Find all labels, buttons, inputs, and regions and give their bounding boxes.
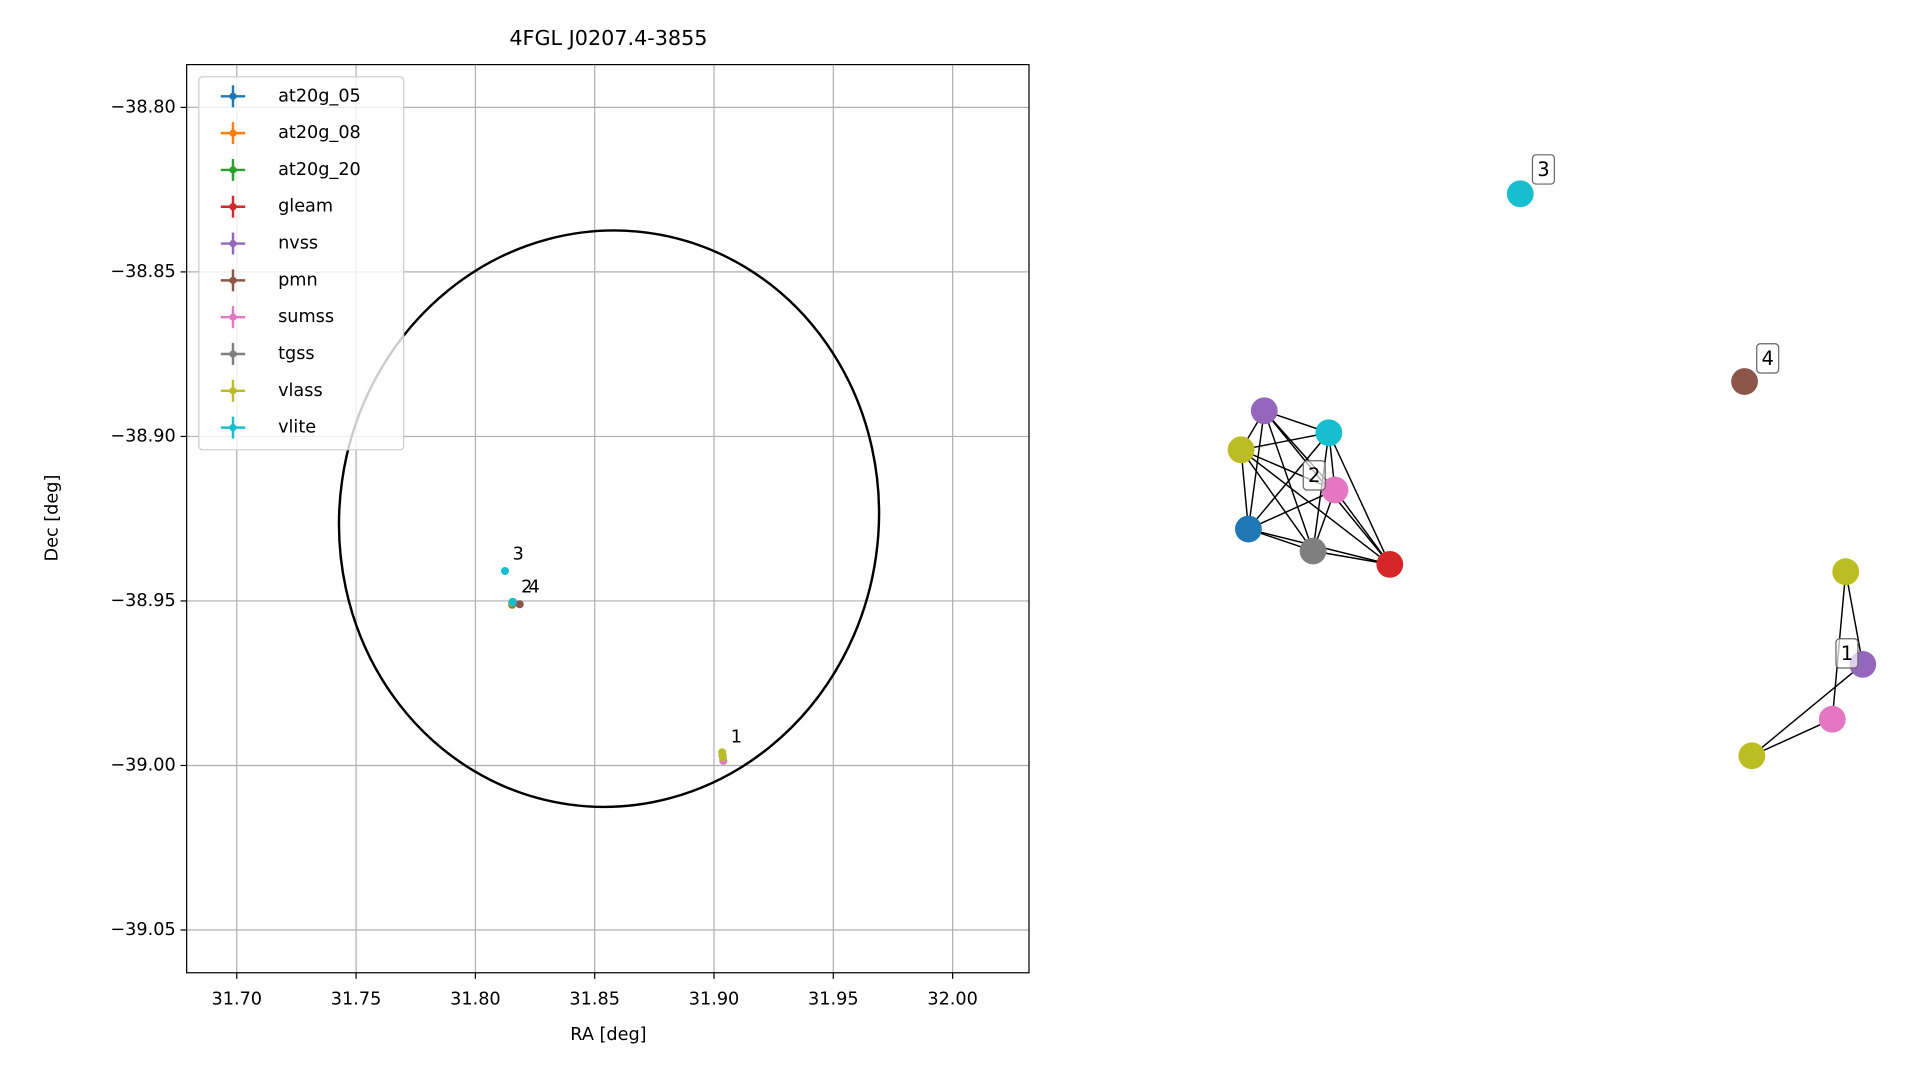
graph-label-box <box>1302 460 1326 491</box>
graph-edge <box>1334 489 1391 565</box>
legend-label: nvss <box>278 234 318 254</box>
graph-label-box <box>1756 343 1780 374</box>
graph-edge <box>1240 432 1330 451</box>
point-annotation: 2 <box>521 578 532 598</box>
graph-node <box>1738 742 1766 770</box>
graph-node <box>1315 419 1343 447</box>
graph-edge <box>1247 410 1265 530</box>
point <box>718 753 727 762</box>
x-tick-label: 31.80 <box>450 990 501 1010</box>
x-tick-label: 31.85 <box>569 990 620 1010</box>
legend-marker <box>229 129 237 137</box>
y-tick-label: −38.95 <box>110 591 175 611</box>
legend-label: gleam <box>278 197 333 217</box>
graph-node <box>1376 550 1404 578</box>
legend-marker <box>229 423 237 432</box>
point <box>508 597 517 606</box>
legend-marker <box>229 203 237 211</box>
legend-label: sumss <box>278 307 334 327</box>
graph-node <box>1235 515 1262 543</box>
graph-node <box>1818 705 1846 733</box>
graph-node <box>1250 397 1278 425</box>
point-annotation: 3 <box>513 545 524 565</box>
x-tick-label: 31.75 <box>331 990 382 1010</box>
figure-root: 4FGL J0207.4-3855 RA [deg] Dec [deg] 31.… <box>43 26 1877 1045</box>
y-tick-label: −38.90 <box>110 426 175 446</box>
graph-label-box <box>1835 638 1859 669</box>
error-ellipse <box>337 229 881 809</box>
legend-marker <box>229 239 237 248</box>
x-tick-label: 31.90 <box>689 990 740 1010</box>
legend-label: vlite <box>278 418 316 438</box>
legend-label: at20g_05 <box>278 86 361 106</box>
graph-node <box>1299 537 1327 565</box>
legend-marker <box>229 387 237 395</box>
graph-label: 2 <box>1308 464 1320 487</box>
graph-node <box>1832 558 1860 586</box>
graph-edge <box>1247 432 1330 530</box>
x-tick-label: 31.95 <box>808 990 859 1010</box>
legend-label: vlass <box>278 381 323 401</box>
legend-marker <box>229 313 237 321</box>
x-tick-label: 31.70 <box>211 990 262 1010</box>
graph-node <box>1227 436 1255 464</box>
y-tick-label: −38.85 <box>110 262 175 282</box>
chart-title: 4FGL J0207.4-3855 <box>509 26 707 50</box>
plot-frame <box>186 63 1030 974</box>
graph-edge <box>1844 571 1864 665</box>
point <box>500 566 510 576</box>
point-annotation: 4 <box>528 578 539 598</box>
graph-label: 4 <box>1761 347 1773 370</box>
graph-edge <box>1240 449 1391 565</box>
legend-box <box>198 76 405 451</box>
graph-edge <box>1751 663 1864 757</box>
legend-marker <box>229 166 237 174</box>
point-annotation: 1 <box>731 727 742 747</box>
graph-label-box <box>1531 154 1555 185</box>
graph-edge <box>1240 449 1314 552</box>
graph-node <box>1731 368 1758 395</box>
graph-node <box>1321 476 1349 504</box>
graph-edge <box>1751 718 1833 757</box>
legend-marker <box>229 276 237 285</box>
legend-label: at20g_08 <box>278 123 361 143</box>
legend-label: pmn <box>278 270 318 290</box>
y-tick-label: −39.00 <box>110 755 175 775</box>
legend-marker <box>229 350 237 358</box>
graph-edge <box>1248 489 1336 530</box>
y-tick-label: −38.80 <box>110 97 175 117</box>
graph-edge <box>1328 432 1391 565</box>
y-axis-label: Dec [deg] <box>43 475 63 562</box>
point <box>515 600 524 609</box>
graph-node <box>1506 180 1534 208</box>
graph-edge <box>1312 432 1330 552</box>
legend-label: at20g_20 <box>278 160 361 180</box>
x-axis-label: RA [deg] <box>570 1025 646 1045</box>
graph-label: 1 <box>1841 642 1853 665</box>
legend-label: tgss <box>278 344 315 364</box>
x-tick-label: 32.00 <box>927 990 978 1010</box>
legend-marker <box>229 92 237 100</box>
y-tick-label: −39.05 <box>110 920 175 940</box>
graph-label: 3 <box>1537 158 1549 181</box>
